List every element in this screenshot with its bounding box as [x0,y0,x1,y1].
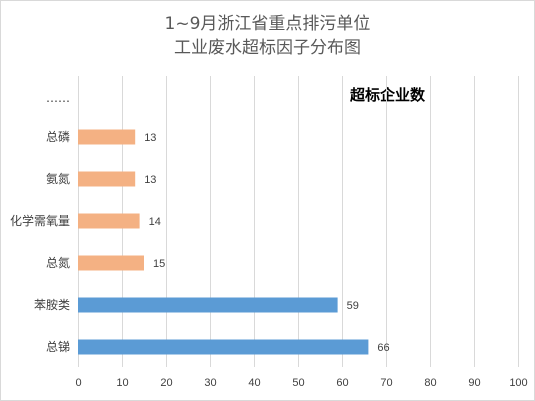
data-label: 13 [144,174,156,186]
x-tick-label: 0 [75,377,81,389]
x-tick-label: 30 [204,377,216,389]
x-tick-label: 50 [292,377,304,389]
chart-title-line-1: 1~9月浙江省重点排污单位 [164,14,371,34]
data-label: 66 [377,342,389,354]
category-label: 化学需氧量 [10,213,70,228]
category-label: …… [46,91,70,105]
category-label: 苯胺类 [34,298,70,312]
bar [78,171,136,187]
data-label: 15 [153,258,165,270]
bar [78,255,144,271]
legend-label: 超标企业数 [350,86,426,104]
category-label: 总氮 [46,255,70,270]
bar [78,213,140,229]
data-label: 13 [144,132,156,144]
bar [78,129,136,145]
category-label: 氨氮 [46,171,70,186]
x-tick-label: 70 [380,377,392,389]
category-label: 总磷 [46,129,70,144]
bar [78,297,338,313]
x-tick-label: 100 [509,377,527,389]
bar [78,339,369,355]
data-label: 14 [149,216,161,228]
chart-title-line-2: 工业废水超标因子分布图 [174,38,361,58]
x-tick-label: 40 [248,377,260,389]
x-tick-label: 10 [116,377,128,389]
x-tick-label: 90 [468,377,480,389]
x-tick-label: 20 [160,377,172,389]
data-label: 59 [347,300,359,312]
category-label: 总锑 [46,340,70,354]
x-tick-label: 60 [336,377,348,389]
x-tick-label: 80 [424,377,436,389]
